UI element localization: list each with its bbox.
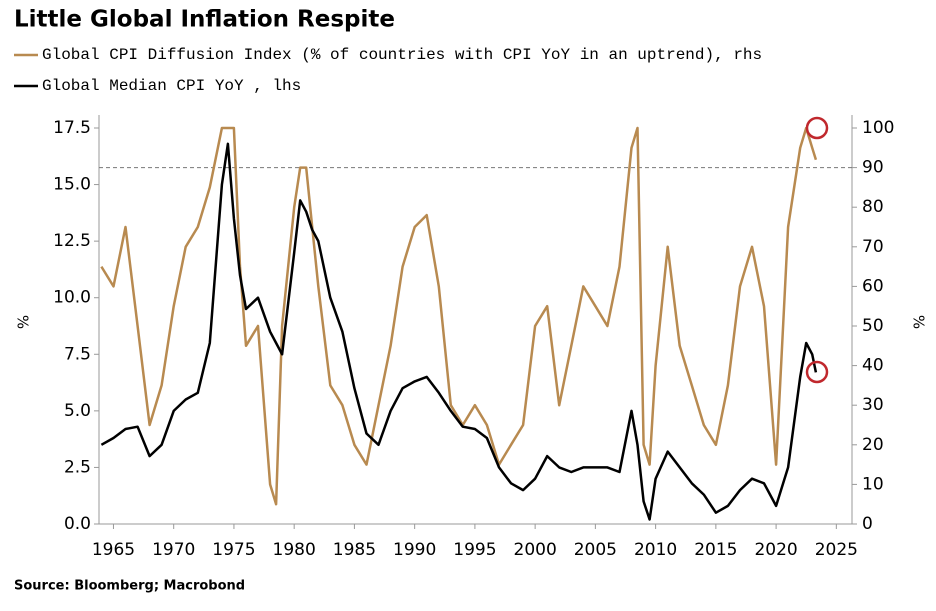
y2-tick-label: 20	[862, 435, 884, 455]
legend-label: Global CPI Diffusion Index (% of countri…	[42, 46, 762, 64]
y-tick-label: 0.0	[64, 514, 91, 534]
x-tick-label: 2015	[694, 540, 737, 560]
x-tick-label: 1990	[393, 540, 436, 560]
y-tick-label: 15.0	[53, 175, 91, 195]
x-tick-label: 2005	[574, 540, 617, 560]
x-tick-label: 1980	[273, 540, 316, 560]
y2-tick-label: 80	[862, 197, 884, 217]
y2-tick-label: 70	[862, 237, 884, 257]
y-tick-label: 10.0	[53, 288, 91, 308]
series-line	[100, 142, 818, 521]
y2-tick-label: 0	[862, 514, 873, 534]
y-tick-label: 7.5	[64, 344, 91, 364]
x-tick-label: 1970	[152, 540, 195, 560]
y-tick-label: 12.5	[53, 231, 91, 251]
y-axis-label: %	[14, 315, 32, 329]
x-tick-label: 1965	[92, 540, 135, 560]
x-tick-label: 1985	[333, 540, 376, 560]
highlight-circle	[805, 360, 829, 384]
source: Source: Bloomberg; Macrobond	[14, 579, 245, 594]
y-tick-label: 17.5	[53, 118, 91, 138]
series-line	[100, 126, 818, 506]
x-tick-label: 2025	[815, 540, 858, 560]
highlight-circle	[805, 116, 829, 140]
x-tick-label: 2020	[754, 540, 797, 560]
y2-tick-label: 10	[862, 474, 884, 494]
x-tick-label: 1975	[212, 540, 255, 560]
x-tick-label: 1995	[453, 540, 496, 560]
y2-tick-label: 90	[862, 158, 884, 178]
y2-axis-label: %	[910, 315, 928, 329]
legend-label: Global Median CPI YoY , lhs	[42, 77, 301, 95]
y2-tick-label: 100	[862, 118, 894, 138]
y2-tick-label: 50	[862, 316, 884, 336]
y2-tick-label: 40	[862, 356, 884, 376]
y-tick-label: 2.5	[64, 457, 91, 477]
y2-tick-label: 30	[862, 395, 884, 415]
chart-title: Little Global Inflation Respite	[14, 7, 395, 33]
y2-tick-label: 60	[862, 276, 884, 296]
x-tick-label: 2010	[634, 540, 677, 560]
x-tick-label: 2000	[514, 540, 557, 560]
y-tick-label: 5.0	[64, 401, 91, 421]
